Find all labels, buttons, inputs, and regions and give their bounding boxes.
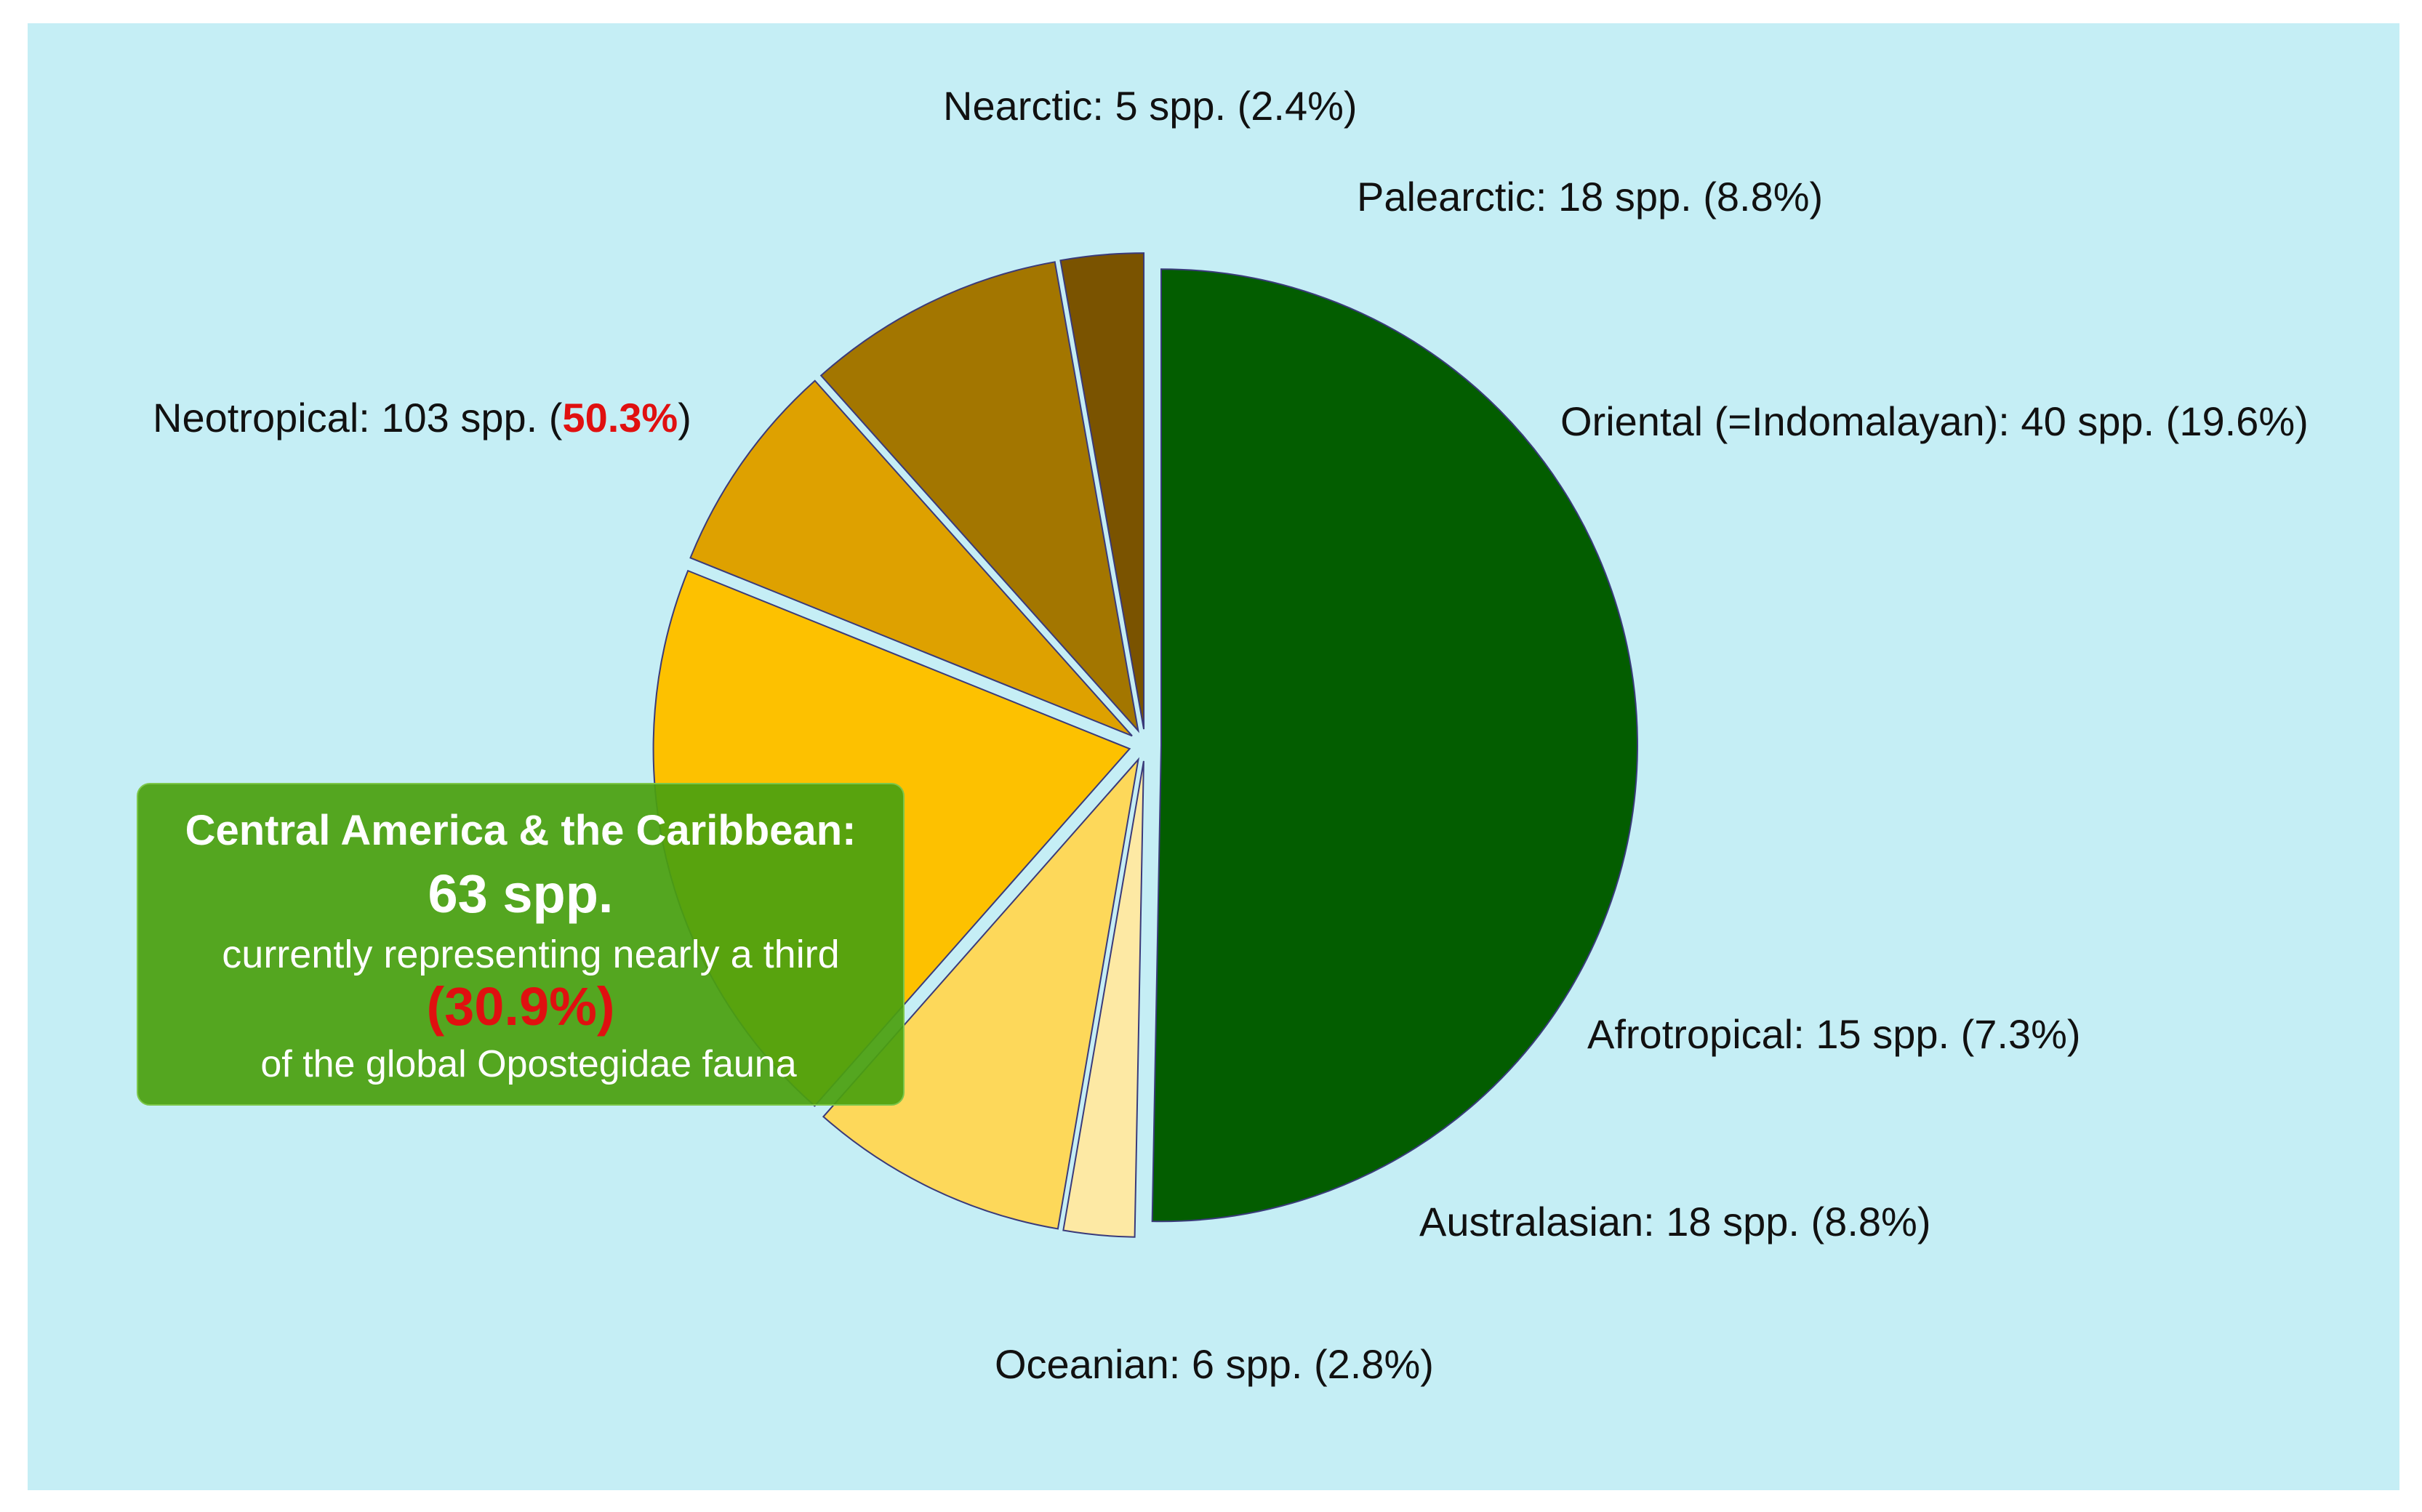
slice-oceanian — [1059, 252, 1145, 730]
slice-neotropical — [1151, 268, 1639, 1223]
callout-percent: (30.9%) — [426, 976, 615, 1037]
slice-nearctic — [1062, 760, 1144, 1238]
label-oceanian: Oceanian: 6 spp. (2.8%) — [995, 1341, 1434, 1387]
central-america-callout: Central America & the Caribbean: 63 spp.… — [137, 783, 905, 1106]
callout-description: currently representing nearly a third — [222, 933, 840, 976]
slice-australasian — [819, 261, 1139, 733]
label-oriental-indomalayan: Oriental (=Indomalayan): 40 spp. (19.6%) — [1560, 398, 2309, 444]
slice-labels: Neotropical: 103 spp. (50.3%) Nearctic: 5… — [153, 83, 2309, 1387]
callout-footer: of the global Opostegidae fauna — [260, 1043, 797, 1085]
slice-afrotropical — [689, 379, 1133, 737]
pie-slices — [652, 252, 1639, 1238]
callout-count: 63 spp. — [428, 864, 614, 924]
label-afrotropical: Afrotropical: 15 spp. (7.3%) — [1587, 1011, 2081, 1057]
label-australasian: Australasian: 18 spp. (8.8%) — [1419, 1199, 1930, 1244]
label-nearctic: Nearctic: 5 spp. (2.4%) — [943, 83, 1358, 129]
callout-title: Central America & the Caribbean: — [185, 807, 857, 854]
slice-palearctic — [822, 757, 1140, 1230]
label-neotropical: Neotropical: 103 spp. (50.3%) — [153, 395, 691, 441]
label-palearctic: Palearctic: 18 spp. (8.8%) — [1357, 174, 1823, 220]
